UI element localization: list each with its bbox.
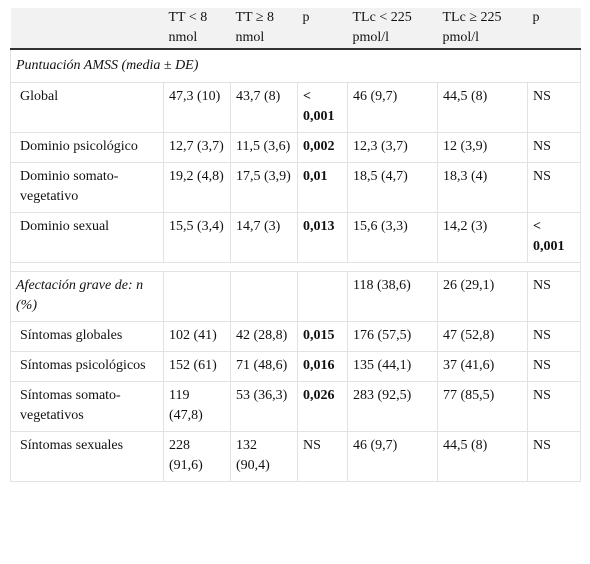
cell: < 0,001: [527, 212, 581, 263]
cell: 53 (36,3): [230, 381, 298, 432]
cell: 47,3 (10): [163, 82, 231, 133]
cell: NS: [527, 431, 581, 482]
cell: 152 (61): [163, 351, 231, 382]
cell: NS: [527, 271, 581, 322]
table-row: Síntomas globales 102 (41) 42 (28,8) 0,015 1…: [10, 321, 581, 352]
row-label: Síntomas sexuales: [10, 431, 164, 482]
cell: NS: [527, 132, 581, 163]
table-row: Global 47,3 (10) 43,7 (8) < 0,001 46 (9,7) 44…: [10, 82, 581, 133]
cell: 46 (9,7): [347, 82, 438, 133]
cell: 228 (91,6): [163, 431, 231, 482]
cell: [163, 271, 231, 322]
row-label: Global: [10, 82, 164, 133]
cell: NS: [527, 381, 581, 432]
cell: 0,016: [297, 351, 348, 382]
cell: 0,013: [297, 212, 348, 263]
cell: 77 (85,5): [437, 381, 528, 432]
cell: 135 (44,1): [347, 351, 438, 382]
cell: 119 (47,8): [163, 381, 231, 432]
cell: 26 (29,1): [437, 271, 528, 322]
spacer: [10, 262, 581, 272]
cell: 42 (28,8): [230, 321, 298, 352]
spacer-row: [10, 262, 581, 272]
cell: 11,5 (3,6): [230, 132, 298, 163]
row-label: Síntomas somato-vegetativos: [10, 381, 164, 432]
header-cell: p: [527, 8, 581, 50]
cell: 0,01: [297, 162, 348, 213]
cell: NS: [527, 321, 581, 352]
cell: 71 (48,6): [230, 351, 298, 382]
cell: 43,7 (8): [230, 82, 298, 133]
table-row: Síntomas psicológicos 152 (61) 71 (48,6) 0,…: [10, 351, 581, 382]
table-row: Dominio somato-vegetativo 19,2 (4,8) 17,5 …: [10, 162, 581, 213]
cell: 12,7 (3,7): [163, 132, 231, 163]
table-row: Dominio psicológico 12,7 (3,7) 11,5 (3,6) 0…: [10, 132, 581, 163]
cell: 0,002: [297, 132, 348, 163]
header-cell: TT < 8 nmol: [163, 8, 231, 50]
cell: 14,2 (3): [437, 212, 528, 263]
results-table: TT < 8 nmol TT ≥ 8 nmol p TLc < 225 pmol…: [10, 8, 581, 482]
header-cell: TLc < 225 pmol/l: [347, 8, 438, 50]
row-label: Dominio sexual: [10, 212, 164, 263]
cell: NS: [527, 351, 581, 382]
cell: 17,5 (3,9): [230, 162, 298, 213]
table-body: Puntuación AMSS (media ± DE) Global 47,3 …: [10, 48, 581, 482]
cell: 37 (41,6): [437, 351, 528, 382]
cell: 132 (90,4): [230, 431, 298, 482]
cell: 18,5 (4,7): [347, 162, 438, 213]
table-row: Afectación grave de: n (%) 118 (38,6) 26 (…: [10, 271, 581, 322]
header-cell: TLc ≥ 225 pmol/l: [437, 8, 528, 50]
cell: 15,5 (3,4): [163, 212, 231, 263]
cell: 47 (52,8): [437, 321, 528, 352]
cell: 0,015: [297, 321, 348, 352]
table-row: Síntomas somato-vegetativos 119 (47,8) 53 …: [10, 381, 581, 432]
cell: 176 (57,5): [347, 321, 438, 352]
table-row: Dominio sexual 15,5 (3,4) 14,7 (3) 0,013 15,…: [10, 212, 581, 263]
row-label: Dominio psicológico: [10, 132, 164, 163]
cell: 46 (9,7): [347, 431, 438, 482]
cell: NS: [527, 162, 581, 213]
row-label: Síntomas psicológicos: [10, 351, 164, 382]
header-cell: [10, 8, 164, 50]
cell: 18,3 (4): [437, 162, 528, 213]
cell: 44,5 (8): [437, 431, 528, 482]
cell: 102 (41): [163, 321, 231, 352]
section-title: Puntuación AMSS (media ± DE): [10, 48, 581, 83]
cell: NS: [297, 431, 348, 482]
cell: [297, 271, 348, 322]
header-cell: TT ≥ 8 nmol: [230, 8, 298, 50]
row-label: Síntomas globales: [10, 321, 164, 352]
cell: 19,2 (4,8): [163, 162, 231, 213]
cell: 118 (38,6): [347, 271, 438, 322]
cell: 0,026: [297, 381, 348, 432]
cell: 283 (92,5): [347, 381, 438, 432]
cell: < 0,001: [297, 82, 348, 133]
section-row: Puntuación AMSS (media ± DE): [10, 48, 581, 83]
header-cell: p: [297, 8, 348, 50]
cell: 14,7 (3): [230, 212, 298, 263]
table-header: TT < 8 nmol TT ≥ 8 nmol p TLc < 225 pmol…: [10, 8, 581, 50]
cell: 15,6 (3,3): [347, 212, 438, 263]
header-row: TT < 8 nmol TT ≥ 8 nmol p TLc < 225 pmol…: [10, 8, 581, 50]
row-label: Afectación grave de: n (%): [10, 271, 164, 322]
table-row: Síntomas sexuales 228 (91,6) 132 (90,4) NS 4…: [10, 431, 581, 482]
cell: NS: [527, 82, 581, 133]
cell: 12 (3,9): [437, 132, 528, 163]
cell: 44,5 (8): [437, 82, 528, 133]
cell: [230, 271, 298, 322]
row-label: Dominio somato-vegetativo: [10, 162, 164, 213]
cell: 12,3 (3,7): [347, 132, 438, 163]
